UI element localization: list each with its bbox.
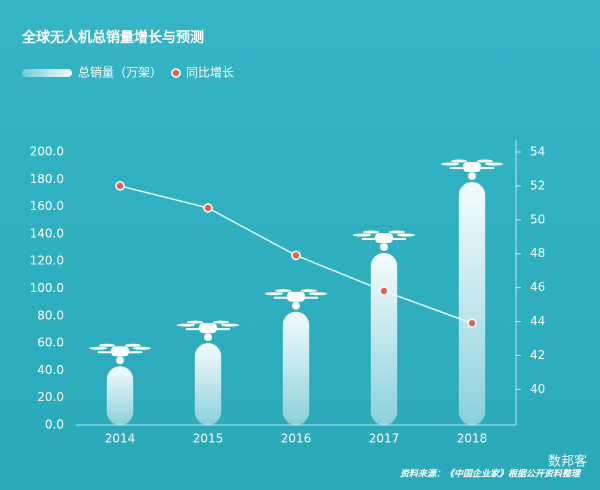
bar [106, 366, 134, 425]
y-tick-label: 20.0 [37, 390, 64, 404]
watermark: 数邦客 [548, 454, 587, 470]
drone-icon [177, 320, 239, 342]
x-tick-label: 2015 [193, 432, 224, 446]
y2-tick-label: 54 [530, 145, 545, 159]
y2-tick-label: 50 [530, 212, 545, 226]
drone-icon [265, 289, 327, 310]
y2-tick-label: 52 [530, 178, 545, 192]
y-tick-label: 120.0 [30, 254, 64, 268]
drone-icon [441, 159, 503, 181]
y-tick-label: 80.0 [37, 308, 64, 322]
y-tick-label: 100.0 [30, 281, 64, 295]
line-point [115, 181, 125, 191]
y-tick-label: 60.0 [37, 336, 64, 350]
x-tick-label: 2018 [457, 432, 488, 446]
y-tick-label: 40.0 [37, 363, 64, 377]
line-point [379, 286, 389, 296]
bar [282, 311, 310, 425]
legend-swatch [22, 69, 72, 77]
y2-tick-label: 42 [530, 348, 545, 362]
drone-icon [353, 230, 415, 252]
chart-title: 全球无人机总销量增长与预测 [21, 29, 204, 46]
y-tick-label: 140.0 [30, 226, 64, 240]
x-tick-label: 2014 [105, 432, 136, 446]
bar [194, 343, 222, 425]
legend-label: 总销量（万架） [78, 66, 162, 80]
y2-tick-label: 40 [530, 382, 545, 396]
x-tick-label: 2017 [369, 432, 400, 446]
y2-tick-label: 48 [530, 246, 545, 260]
line-point [291, 250, 301, 261]
y2-tick-label: 44 [530, 314, 545, 328]
legend-swatch [171, 68, 181, 78]
y-tick-label: 160.0 [30, 199, 64, 213]
legend-label: 同比增长 [186, 66, 234, 80]
bar [458, 182, 486, 425]
y-tick-label: 200.0 [30, 145, 64, 159]
line-point [467, 318, 477, 329]
y-tick-label: 180.0 [30, 172, 64, 186]
bar [370, 253, 398, 425]
y2-tick-label: 46 [530, 280, 545, 294]
line-point [203, 203, 213, 213]
source-note: 资料来源：《中国企业家》根据公开资料整理 [400, 469, 582, 480]
x-tick-label: 2016 [281, 432, 312, 446]
drone-icon [89, 343, 151, 365]
y-tick-label: 0.0 [45, 418, 64, 432]
